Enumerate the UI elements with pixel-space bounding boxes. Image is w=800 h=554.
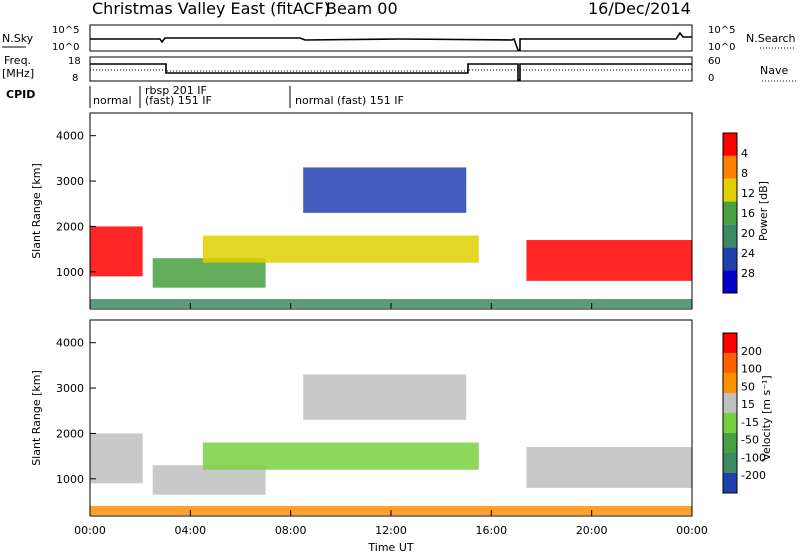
velocity-band-4 — [526, 447, 692, 488]
nsky-label: N.Sky — [2, 32, 34, 45]
power-band-1 — [152, 258, 266, 288]
plot-title: Christmas Valley East (fitACF) — [92, 0, 330, 18]
noise-tick-right-low: 10^0 — [708, 42, 735, 53]
velocity-band-2 — [202, 442, 479, 470]
y-tick-label-1: 2000 — [56, 220, 84, 233]
time-axis-label: Time UT — [367, 541, 413, 554]
noise-panel-frame — [89, 24, 693, 52]
colorbar-tick-5: 24 — [741, 247, 755, 260]
y-tick-label-0: 1000 — [56, 473, 84, 486]
freq-label: Freq. — [4, 54, 31, 67]
y-tick-label-1: 2000 — [56, 427, 84, 440]
colorbar-tick-6: -100 — [741, 451, 766, 464]
freq-unit: [MHz] — [2, 67, 34, 80]
x-tick-label-5: 20:00 — [576, 524, 608, 537]
cpid-segment-normal-fast: normal (fast) 151 IF — [295, 94, 404, 107]
cpid-segment-normal: normal — [93, 94, 132, 107]
y-tick-label-2: 3000 — [56, 175, 84, 188]
nave-tick-low: 0 — [708, 73, 714, 84]
colorbar-swatch-6 — [723, 133, 737, 156]
power-panel: 1000 2000 3000 4000 Slant Range [km] 4 8 12 16… — [30, 112, 770, 310]
nave-label: Nave — [760, 64, 788, 77]
power-colorbar-label: Power [dB] — [757, 181, 770, 241]
colorbar-tick-5: -50 — [741, 434, 759, 447]
colorbar-tick-1: 100 — [741, 363, 762, 376]
noise-panel: N.Sky 10^5 10^0 10^5 10^0 N.Search — [2, 24, 796, 53]
colorbar-swatch-3 — [723, 413, 737, 433]
colorbar-tick-2: 50 — [741, 380, 755, 393]
y-tick-label-2: 3000 — [56, 382, 84, 395]
plot-date: 16/Dec/2014 — [588, 0, 691, 18]
colorbar-tick-2: 12 — [741, 187, 755, 200]
freq-tick-low: 8 — [72, 73, 78, 84]
colorbar-swatch-2 — [723, 224, 737, 248]
colorbar-tick-1: 8 — [741, 167, 748, 180]
power-band-4 — [526, 240, 692, 281]
colorbar-tick-6: 28 — [741, 267, 755, 280]
colorbar-swatch-2 — [723, 433, 737, 453]
power-band-2 — [202, 235, 479, 263]
colorbar-swatch-7 — [723, 333, 737, 353]
velocity-band-0 — [90, 433, 143, 484]
x-tick-label-0: 00:00 — [74, 524, 106, 537]
x-tick-label-6: 00:00 — [676, 524, 708, 537]
noise-sky-trace — [90, 31, 692, 51]
cpid-segment-fast: (fast) 151 IF — [145, 94, 212, 107]
power-y-axis-label: Slant Range [km] — [30, 163, 43, 259]
y-tick-label-3: 4000 — [56, 337, 84, 350]
colorbar-tick-4: 20 — [741, 227, 755, 240]
velocity-band-3 — [303, 374, 467, 420]
velocity-colorbar: 200 100 50 15 -15 -50 -100 -200 — [722, 332, 766, 494]
cpid-label: CPID — [6, 88, 35, 101]
colorbar-frame — [722, 132, 738, 294]
velocity-band-1 — [152, 465, 266, 495]
cpid-segment-rbsp: rbsp 201 IF — [145, 84, 207, 97]
x-tick-label-4: 16:00 — [475, 524, 507, 537]
colorbar-tick-0: 4 — [741, 147, 748, 160]
nsearch-label: N.Search — [746, 32, 796, 45]
colorbar-swatch-1 — [723, 453, 737, 473]
colorbar-swatch-6 — [723, 353, 737, 373]
power-y-ticks: 1000 2000 3000 4000 — [56, 130, 96, 279]
noise-tick-right-high: 10^5 — [708, 25, 735, 36]
time-x-ticks: 00:00 04:00 08:00 12:00 16:00 20:00 00:00 — [74, 303, 708, 537]
power-band-3 — [303, 167, 467, 213]
noise-tick-left-low: 10^0 — [52, 42, 79, 53]
colorbar-swatch-1 — [723, 247, 737, 271]
noise-tick-left-high: 10^5 — [52, 25, 79, 36]
nave-tick-high: 60 — [708, 56, 721, 67]
velocity-y-axis-label: Slant Range [km] — [30, 370, 43, 466]
x-tick-label-1: 04:00 — [174, 524, 206, 537]
freq-trace — [90, 63, 692, 81]
velocity-y-ticks: 1000 2000 3000 4000 — [56, 337, 96, 486]
colorbar-frame — [722, 332, 738, 494]
freq-panel: Freq. [MHz] 18 8 60 0 Nave — [2, 54, 796, 84]
colorbar-swatch-0 — [723, 473, 737, 493]
velocity-panel: 1000 2000 3000 4000 Slant Range [km] 200 100… — [30, 303, 773, 554]
colorbar-swatch-0 — [723, 270, 737, 293]
colorbar-swatch-5 — [723, 155, 737, 179]
velocity-colorbar-label: Velocity [m s⁻¹] — [760, 375, 773, 460]
power-band-0 — [90, 226, 143, 277]
nave-trace — [90, 69, 692, 72]
x-tick-label-3: 12:00 — [375, 524, 407, 537]
power-colorbar: 4 8 12 16 20 24 28 — [722, 132, 755, 294]
cpid-panel: CPID normal rbsp 201 IF (fast) 151 IF no… — [6, 84, 404, 108]
beam-label: Beam 00 — [326, 0, 398, 18]
colorbar-tick-3: 16 — [741, 207, 755, 220]
colorbar-swatch-4 — [723, 393, 737, 413]
y-tick-label-3: 4000 — [56, 130, 84, 143]
colorbar-tick-3: 15 — [741, 398, 755, 411]
colorbar-tick-0: 200 — [741, 345, 762, 358]
colorbar-tick-4: -15 — [741, 416, 759, 429]
freq-panel-frame — [89, 56, 693, 82]
colorbar-swatch-4 — [723, 178, 737, 202]
x-tick-label-2: 08:00 — [275, 524, 307, 537]
colorbar-swatch-5 — [723, 373, 737, 393]
freq-tick-high: 18 — [68, 56, 81, 67]
colorbar-tick-7: -200 — [741, 469, 766, 482]
colorbar-swatch-3 — [723, 201, 737, 225]
y-tick-label-0: 1000 — [56, 266, 84, 279]
